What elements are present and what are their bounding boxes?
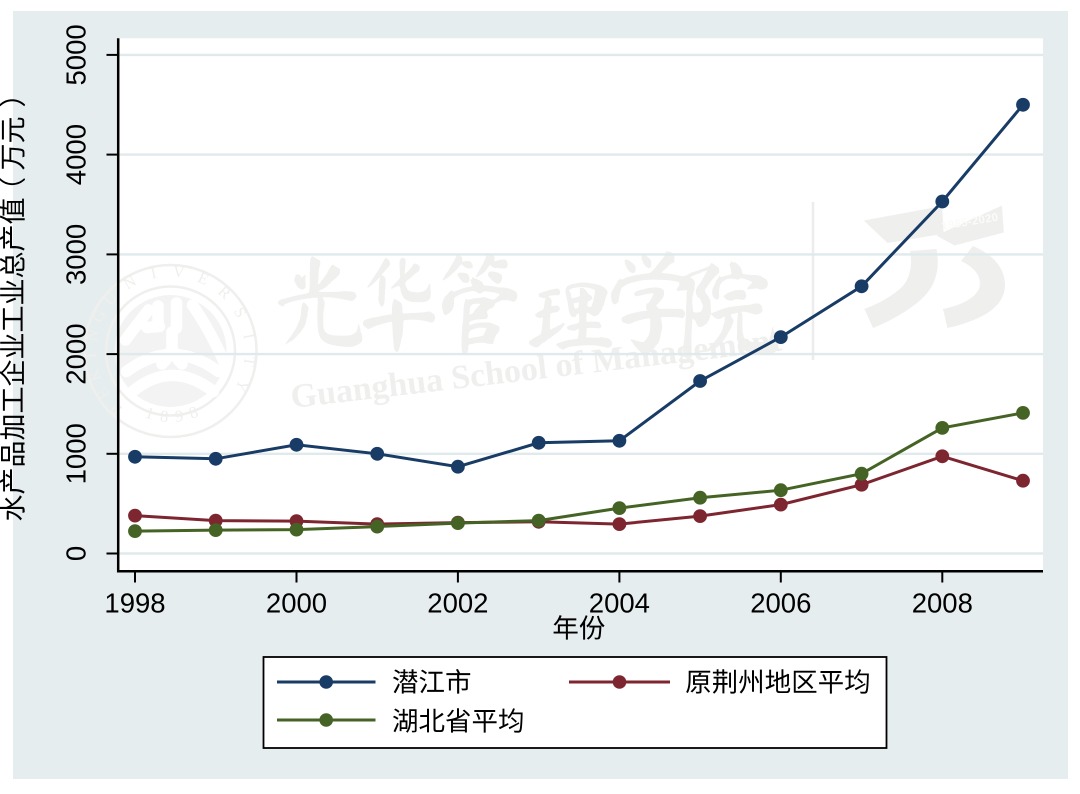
svg-text:2000: 2000: [266, 588, 327, 619]
svg-text:I: I: [83, 352, 100, 358]
svg-text:9: 9: [174, 406, 185, 426]
svg-text:I: I: [149, 265, 158, 283]
svg-text:1000: 1000: [61, 423, 92, 484]
svg-text:0: 0: [61, 546, 92, 561]
svg-text:K: K: [85, 367, 105, 384]
svg-text:8: 8: [159, 406, 169, 426]
svg-text:2002: 2002: [427, 588, 488, 619]
svg-text:V: V: [172, 263, 186, 281]
svg-text:3000: 3000: [61, 224, 92, 285]
svg-text:2006: 2006: [750, 588, 811, 619]
svg-text:2000: 2000: [61, 324, 92, 385]
svg-text:4000: 4000: [61, 124, 92, 185]
svg-text:N: N: [84, 328, 103, 343]
svg-text:I: I: [239, 332, 257, 340]
svg-text:2008: 2008: [912, 588, 973, 619]
svg-text:2004: 2004: [589, 588, 650, 619]
svg-text:T: T: [240, 356, 258, 368]
svg-text:5000: 5000: [61, 24, 92, 85]
svg-text:1998: 1998: [104, 588, 165, 619]
